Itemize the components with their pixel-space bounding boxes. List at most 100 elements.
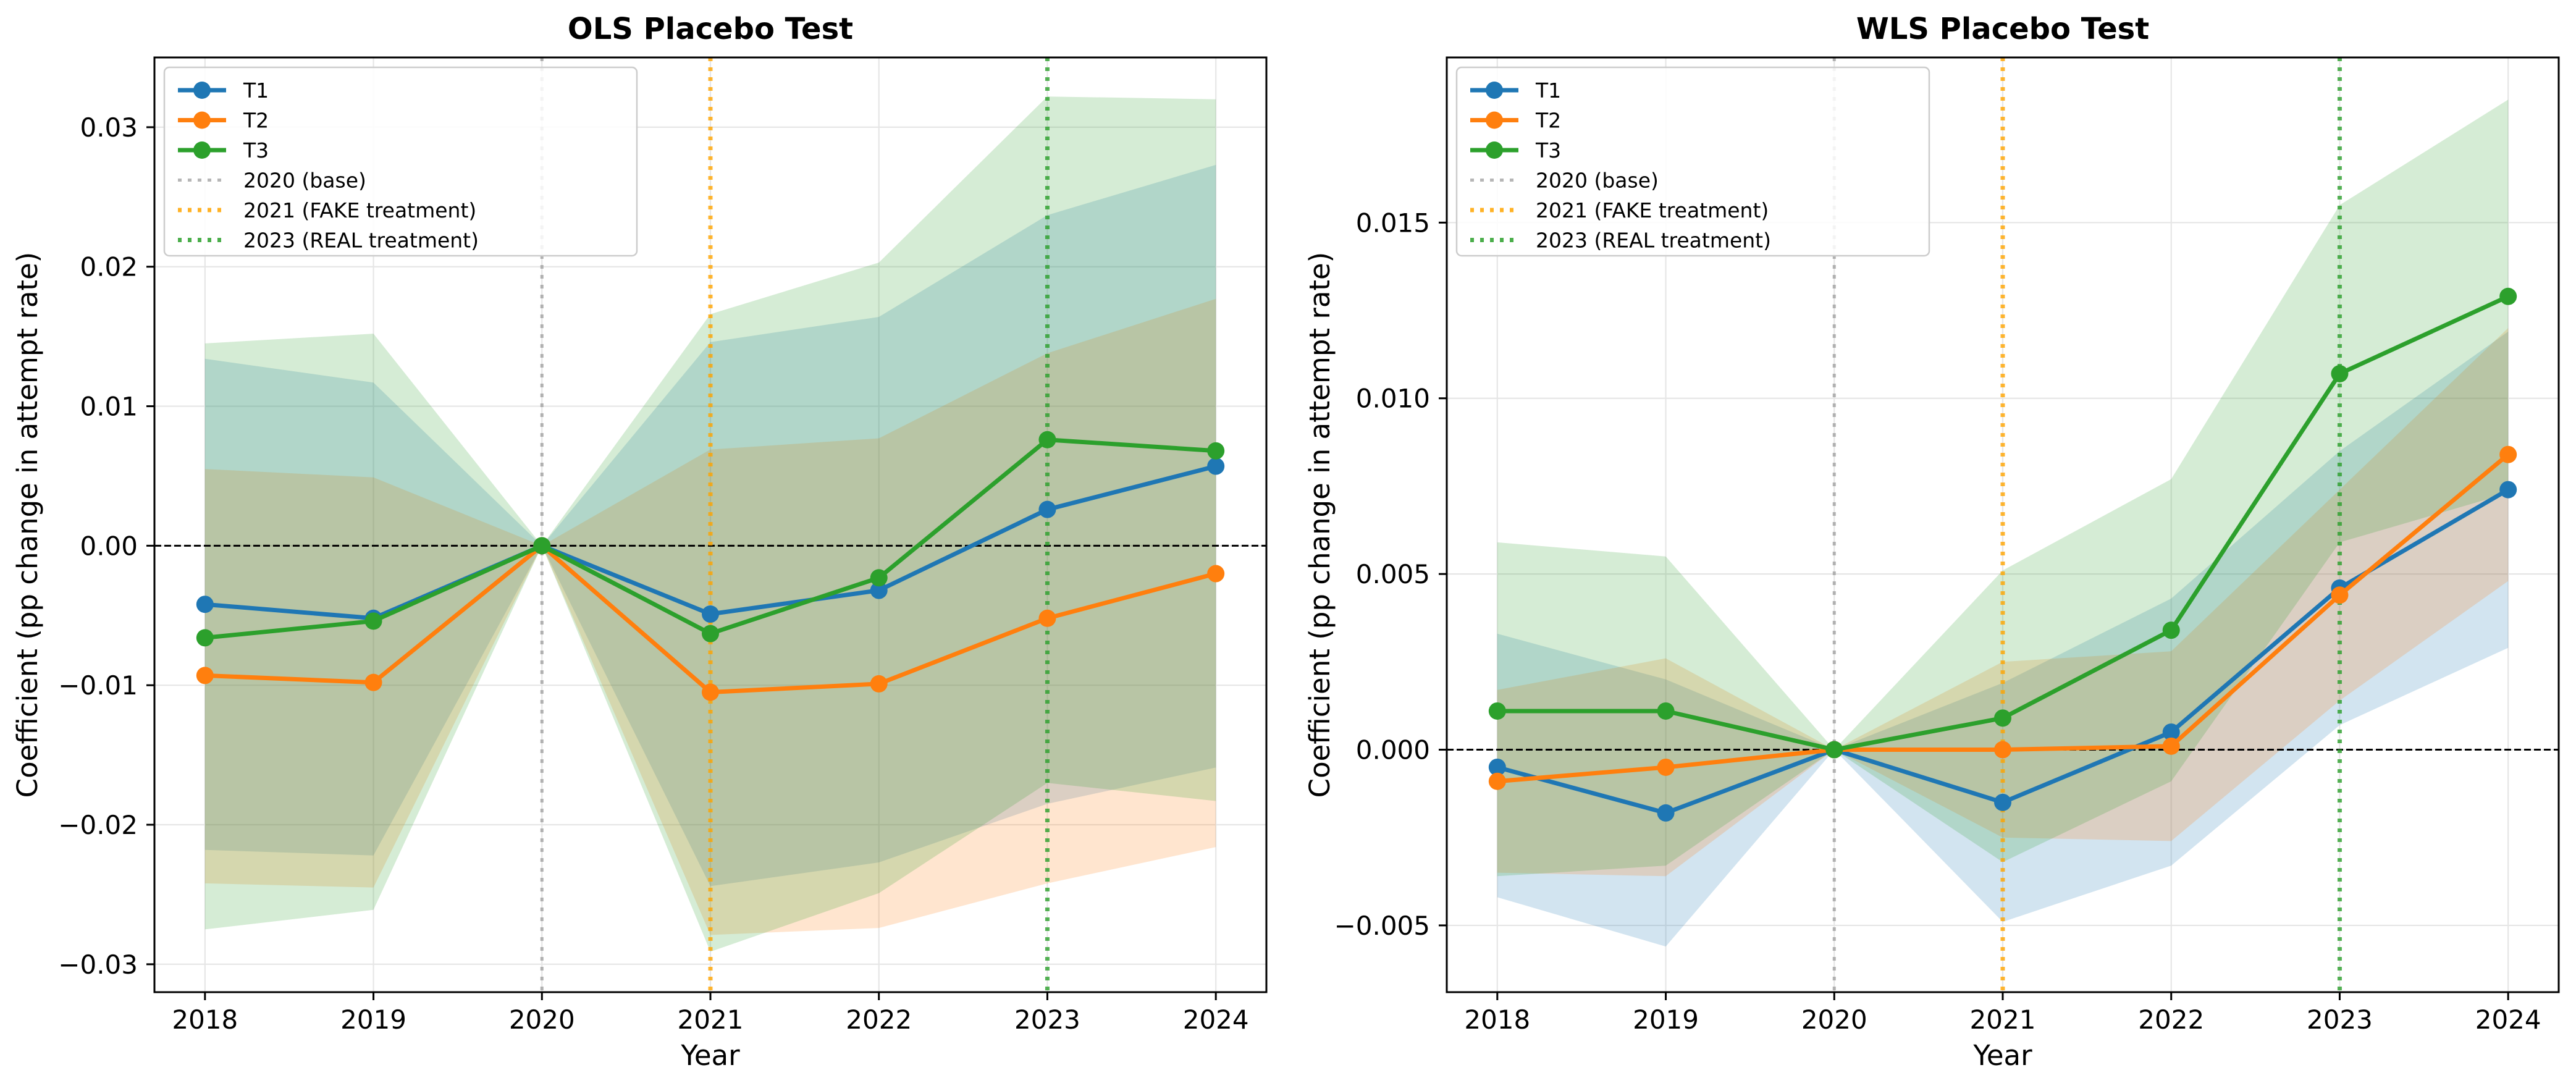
legend-label-t1: T1: [243, 78, 269, 103]
legend-label-2020: 2020 (base): [1536, 169, 1659, 193]
y-tick-label-0: −0.005: [1334, 911, 1430, 941]
legend-label-t3: T3: [243, 138, 269, 162]
x-tick-label-2019: 2019: [340, 1005, 406, 1035]
ci-band-t1: [1497, 331, 2509, 947]
data-point-t3-2019: [1657, 702, 1675, 720]
x-tick-label-2023: 2023: [2307, 1005, 2373, 1035]
legend-box: [1455, 66, 1930, 257]
ci-band-t2: [1497, 328, 2509, 877]
legend-label-2023: 2023 (REAL treatment): [243, 229, 479, 253]
x-tick-label-2022: 2022: [2138, 1005, 2204, 1035]
legend-label-2021: 2021 (FAKE treatment): [243, 198, 476, 222]
data-point-t3-2018: [1488, 702, 1506, 720]
series-t3: [196, 431, 1225, 647]
y-tick-label-0: −0.03: [58, 950, 138, 980]
legend-label-2020: 2020 (base): [243, 169, 366, 193]
legend-2: T1 T2 T3 2020 (base) 2021 (FAKE treatment) 20…: [1455, 66, 1930, 257]
x-tick-label-2020: 2020: [509, 1005, 575, 1035]
data-point-t3-2020: [1825, 741, 1843, 759]
x-tick-label-2024: 2024: [1183, 1005, 1249, 1035]
legend-marker-t3: [193, 141, 211, 159]
legend-label-t3: T3: [1535, 138, 1561, 162]
legend-label-t2: T2: [1535, 109, 1561, 133]
chart-panel-2: 2018 2019 2020 2021 2022 2023 2024 −0.005 0.000 0…: [1303, 12, 2560, 1072]
data-point-t2-2023: [2331, 586, 2349, 604]
chart-title-1: OLS Placebo Test: [568, 12, 853, 46]
data-point-t1-2021: [702, 605, 719, 623]
data-point-t2-2019: [364, 673, 382, 691]
data-point-t2-2019: [1657, 758, 1675, 776]
x-axis-label-2: Year: [1972, 1039, 2032, 1072]
legend-marker-t1: [1486, 82, 1503, 99]
y-tick-label-6: 0.03: [80, 112, 138, 143]
x-tick-label-2022: 2022: [846, 1005, 912, 1035]
data-point-t1-2022: [870, 581, 888, 599]
x-tick-label-2018: 2018: [1464, 1005, 1530, 1035]
data-point-t2-2022: [870, 675, 888, 693]
legend-marker-t2: [193, 111, 211, 129]
data-point-t2-2023: [1038, 609, 1056, 627]
x-tick-label-2020: 2020: [1801, 1005, 1867, 1035]
chart-title-2: WLS Placebo Test: [1856, 12, 2149, 46]
data-point-t3-2023: [2331, 364, 2349, 382]
data-point-t2-2024: [2499, 445, 2517, 463]
y-tick-label-3: 0.00: [80, 531, 138, 561]
legend-label-2021: 2021 (FAKE treatment): [1536, 198, 1769, 222]
legend-label-2023: 2023 (REAL treatment): [1536, 229, 1771, 253]
data-point-t3-2018: [196, 629, 214, 647]
y-tick-label-3: 0.010: [1356, 384, 1430, 414]
ci-band-t3: [1497, 99, 2509, 877]
y-axis-label-1: Coefficient (pp change in attempt rate): [11, 252, 44, 798]
legend-1: T1 T2 T3 2020 (base) 2021 (FAKE treatment) 20…: [163, 66, 638, 257]
data-point-t2-2018: [1488, 772, 1506, 790]
data-point-t3-2021: [1994, 709, 2011, 727]
data-point-t2-2024: [1207, 565, 1225, 583]
data-point-t1-2018: [196, 596, 214, 613]
data-point-t2-2021: [702, 683, 719, 701]
data-point-t1-2019: [1657, 804, 1675, 822]
x-tick-label-2019: 2019: [1633, 1005, 1699, 1035]
y-tick-label-4: 0.015: [1356, 208, 1430, 238]
data-point-t1-2024: [2499, 481, 2517, 499]
data-point-t2-2018: [196, 667, 214, 685]
legend-marker-t1: [193, 82, 211, 99]
legend-label-t1: T1: [1535, 78, 1561, 103]
y-tick-label-1: 0.000: [1356, 735, 1430, 765]
data-point-t3-2022: [870, 569, 888, 587]
chart-panel-1: 2018 2019 2020 2021 2022 2023 2024 −0.03 −0.02 −0…: [11, 12, 1268, 1072]
y-tick-label-4: 0.01: [80, 392, 138, 422]
legend-box: [163, 66, 638, 257]
data-point-t3-2024: [2499, 287, 2517, 305]
data-point-t1-2018: [1488, 758, 1506, 776]
data-point-t3-2021: [702, 625, 719, 642]
x-tick-label-2021: 2021: [1970, 1005, 2036, 1035]
plot-area-2: [1447, 57, 2559, 992]
legend-label-t2: T2: [243, 109, 269, 133]
y-tick-label-1: −0.02: [58, 810, 138, 840]
data-point-t3-2024: [1207, 442, 1225, 460]
y-tick-label-2: −0.01: [58, 670, 138, 701]
plot-area-1: [154, 57, 1266, 992]
x-tick-label-2023: 2023: [1014, 1005, 1080, 1035]
legend-marker-t2: [1486, 111, 1503, 129]
data-point-t2-2021: [1994, 741, 2011, 759]
data-point-t1-2023: [1038, 500, 1056, 518]
data-point-t3-2022: [2162, 621, 2180, 639]
y-axis-label-2: Coefficient (pp change in attempt rate): [1303, 252, 1336, 798]
data-point-t1-2024: [1207, 457, 1225, 475]
legend-marker-t3: [1486, 141, 1503, 159]
series-t3: [1488, 287, 2517, 759]
x-axis-label-1: Year: [680, 1039, 740, 1072]
data-point-t3-2020: [533, 537, 551, 555]
x-tick-label-2021: 2021: [678, 1005, 744, 1035]
x-tick-label-2024: 2024: [2475, 1005, 2541, 1035]
data-point-t3-2023: [1038, 431, 1056, 449]
y-tick-label-2: 0.005: [1356, 559, 1430, 589]
y-tick-label-5: 0.02: [80, 252, 138, 282]
data-point-t2-2022: [2162, 737, 2180, 755]
data-point-t1-2021: [1994, 793, 2011, 811]
data-point-t3-2019: [364, 612, 382, 630]
data-point-t1-2022: [2162, 723, 2180, 741]
x-tick-label-2018: 2018: [172, 1005, 238, 1035]
